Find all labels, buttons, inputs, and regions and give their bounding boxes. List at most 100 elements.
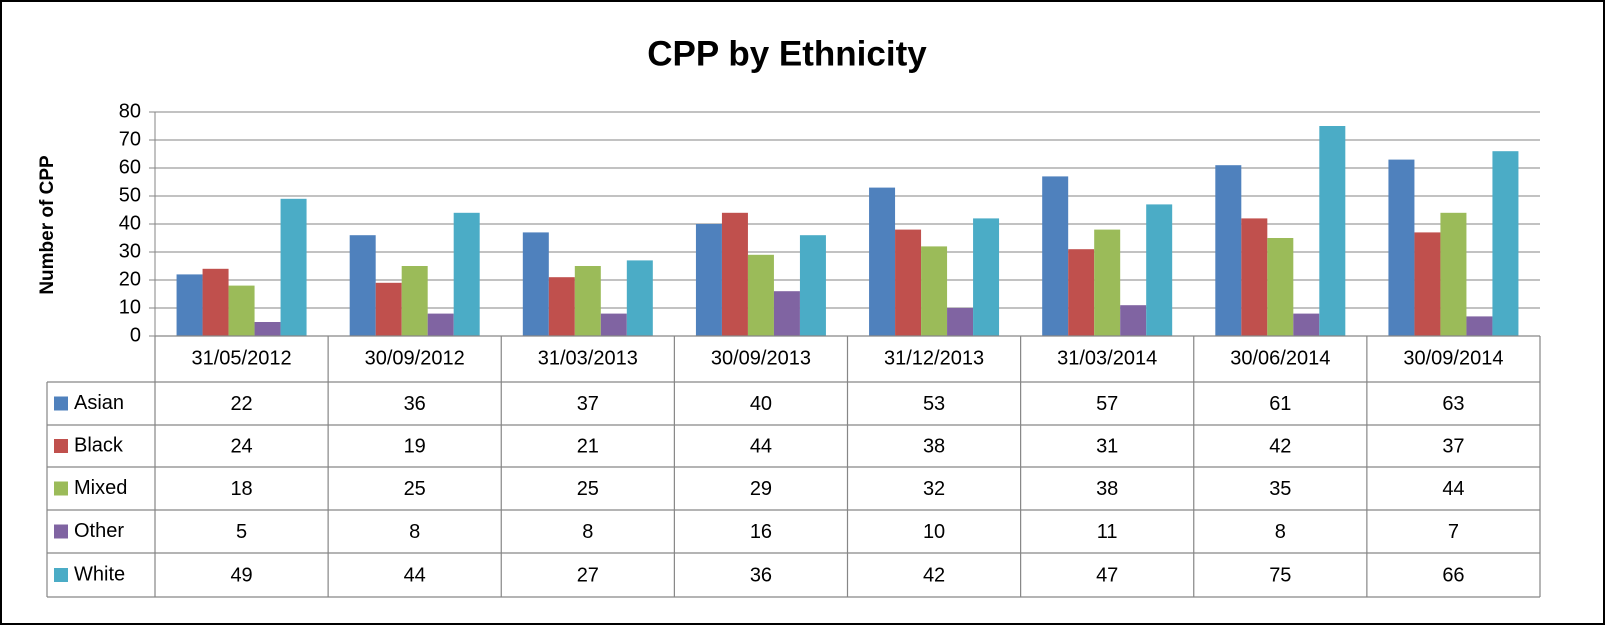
table-value: 44 bbox=[404, 564, 426, 586]
y-tick-label: 0 bbox=[130, 324, 141, 346]
chart-title: CPP by Ethnicity bbox=[647, 34, 927, 73]
x-tick-label: 31/03/2013 bbox=[538, 347, 638, 369]
bar bbox=[280, 198, 307, 336]
table-value: 37 bbox=[1442, 435, 1464, 457]
table-value: 19 bbox=[404, 435, 426, 457]
bar bbox=[427, 313, 454, 336]
table-value: 49 bbox=[230, 564, 252, 586]
bar bbox=[1042, 176, 1069, 336]
table-value: 32 bbox=[923, 478, 945, 500]
bar bbox=[895, 229, 922, 336]
y-tick-label: 40 bbox=[119, 212, 141, 234]
bar bbox=[375, 282, 402, 336]
y-tick-label: 50 bbox=[119, 184, 141, 206]
y-axis-label: Number of CPP bbox=[37, 155, 58, 295]
legend-label: White bbox=[74, 563, 125, 585]
table-value: 25 bbox=[404, 478, 426, 500]
table-value: 36 bbox=[404, 393, 426, 415]
table-value: 40 bbox=[750, 393, 772, 415]
bar bbox=[401, 266, 428, 336]
x-tick-label: 30/09/2014 bbox=[1403, 347, 1503, 369]
table-value: 42 bbox=[1269, 435, 1291, 457]
legend-label: Other bbox=[74, 520, 124, 542]
table-value: 42 bbox=[923, 564, 945, 586]
bar bbox=[921, 246, 948, 336]
bar bbox=[626, 260, 653, 336]
table-value: 44 bbox=[750, 435, 772, 457]
table-value: 38 bbox=[1096, 478, 1118, 500]
bar bbox=[522, 232, 549, 336]
bar bbox=[1241, 218, 1268, 336]
y-tick-label: 60 bbox=[119, 156, 141, 178]
legend-key bbox=[54, 524, 68, 539]
x-tick-label: 31/12/2013 bbox=[884, 347, 984, 369]
table-value: 53 bbox=[923, 393, 945, 415]
table-value: 36 bbox=[750, 564, 772, 586]
table-value: 21 bbox=[577, 435, 599, 457]
legend-key bbox=[54, 396, 68, 411]
bar bbox=[176, 274, 203, 336]
bar bbox=[695, 224, 722, 336]
bar bbox=[1466, 316, 1493, 336]
legend-label: Black bbox=[74, 434, 124, 456]
table-value: 66 bbox=[1442, 564, 1464, 586]
table-value: 25 bbox=[577, 478, 599, 500]
table-value: 11 bbox=[1097, 521, 1118, 543]
bar bbox=[973, 218, 1000, 336]
table-value: 16 bbox=[750, 521, 772, 543]
bar bbox=[947, 308, 974, 336]
bar bbox=[228, 285, 255, 336]
bar bbox=[1492, 151, 1519, 336]
table-value: 8 bbox=[582, 521, 593, 543]
x-tick-label: 30/06/2014 bbox=[1230, 347, 1330, 369]
bar bbox=[600, 313, 627, 336]
x-tick-label: 30/09/2013 bbox=[711, 347, 811, 369]
x-tick-label: 31/03/2014 bbox=[1057, 347, 1157, 369]
bar bbox=[548, 277, 575, 336]
table-value: 8 bbox=[409, 521, 420, 543]
table-value: 24 bbox=[230, 435, 252, 457]
table-value: 37 bbox=[577, 393, 599, 415]
bar bbox=[1414, 232, 1441, 336]
table-value: 31 bbox=[1096, 435, 1118, 457]
bar bbox=[721, 212, 748, 336]
table-value: 38 bbox=[923, 435, 945, 457]
bar bbox=[1319, 126, 1346, 336]
y-tick-label: 80 bbox=[119, 100, 141, 122]
table-value: 44 bbox=[1442, 478, 1464, 500]
table-value: 27 bbox=[577, 564, 599, 586]
table-value: 7 bbox=[1448, 521, 1459, 543]
table-value: 47 bbox=[1096, 564, 1118, 586]
table-value: 35 bbox=[1269, 478, 1291, 500]
table-value: 22 bbox=[230, 393, 252, 415]
y-tick-label: 10 bbox=[119, 296, 141, 318]
legend-label: Asian bbox=[74, 392, 124, 414]
bar bbox=[1120, 305, 1147, 336]
bar bbox=[453, 212, 480, 336]
bar bbox=[1215, 165, 1242, 336]
bar bbox=[1146, 204, 1173, 336]
legend-key bbox=[54, 439, 68, 453]
bar bbox=[869, 187, 896, 336]
table-value: 8 bbox=[1275, 521, 1286, 543]
table-value: 57 bbox=[1096, 393, 1118, 415]
bar bbox=[574, 266, 601, 336]
table-value: 61 bbox=[1269, 393, 1291, 415]
table-value: 63 bbox=[1442, 393, 1464, 415]
bar bbox=[1094, 229, 1121, 336]
y-tick-label: 20 bbox=[119, 268, 141, 290]
bar bbox=[1388, 159, 1415, 336]
table-value: 29 bbox=[750, 478, 772, 500]
x-tick-label: 30/09/2012 bbox=[365, 347, 465, 369]
legend-label: Mixed bbox=[74, 477, 127, 499]
table-value: 10 bbox=[923, 521, 945, 543]
table-value: 18 bbox=[230, 478, 252, 500]
bar bbox=[254, 322, 281, 336]
bar bbox=[1267, 238, 1294, 336]
x-tick-label: 31/05/2012 bbox=[192, 347, 292, 369]
table-value: 5 bbox=[236, 521, 247, 543]
table-value: 75 bbox=[1269, 564, 1291, 586]
bar bbox=[1440, 212, 1467, 336]
legend-key bbox=[54, 481, 68, 496]
